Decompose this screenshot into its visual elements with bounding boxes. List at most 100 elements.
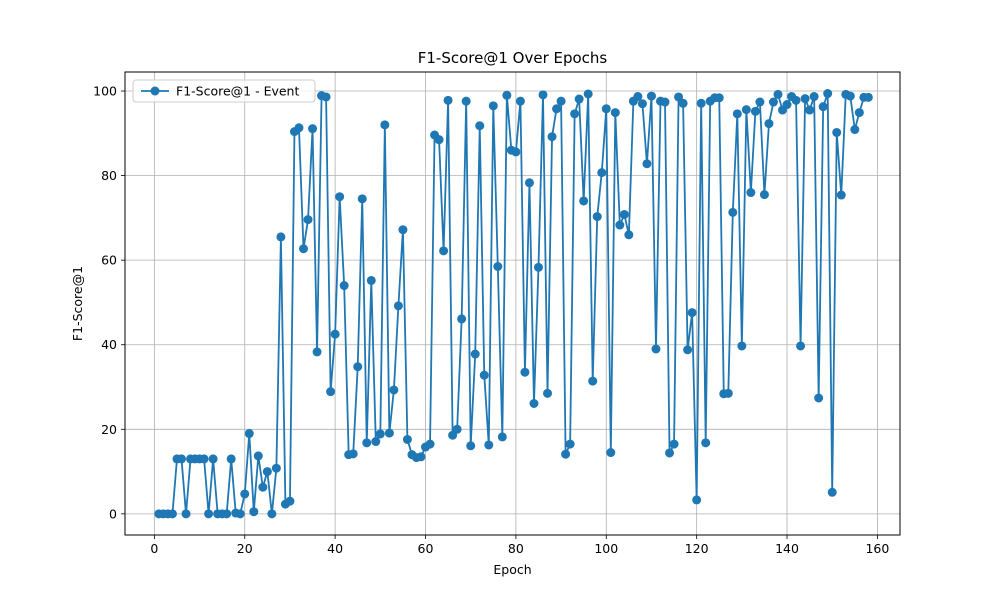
data-point bbox=[723, 388, 733, 398]
data-point bbox=[303, 215, 313, 225]
x-tick-label: 60 bbox=[418, 541, 434, 556]
data-point bbox=[425, 439, 435, 449]
data-point bbox=[524, 178, 534, 188]
data-point bbox=[276, 232, 286, 242]
data-point bbox=[669, 439, 679, 449]
data-point bbox=[592, 212, 602, 222]
data-point bbox=[452, 424, 462, 434]
data-point bbox=[402, 434, 412, 444]
data-point bbox=[271, 463, 281, 473]
data-point bbox=[565, 439, 575, 449]
data-point bbox=[461, 96, 471, 106]
y-axis: 0 20 40 60 80 100 bbox=[93, 84, 125, 521]
data-point bbox=[262, 467, 272, 477]
data-point bbox=[208, 454, 218, 464]
data-point bbox=[773, 89, 783, 99]
data-point bbox=[443, 95, 453, 105]
data-point bbox=[619, 209, 629, 219]
data-point bbox=[732, 109, 742, 119]
data-point bbox=[737, 341, 747, 351]
data-point bbox=[601, 104, 611, 114]
data-point bbox=[439, 246, 449, 256]
data-point bbox=[199, 454, 209, 464]
data-point bbox=[543, 388, 553, 398]
data-point bbox=[552, 104, 562, 114]
data-point bbox=[497, 432, 507, 442]
data-point bbox=[371, 437, 381, 447]
data-point bbox=[299, 244, 308, 254]
data-point bbox=[348, 449, 358, 459]
data-point bbox=[235, 509, 245, 519]
data-point bbox=[240, 489, 250, 499]
data-point bbox=[326, 387, 336, 397]
data-point bbox=[515, 96, 525, 106]
plot-frame bbox=[124, 71, 901, 536]
data-point bbox=[597, 168, 607, 178]
x-tick-label: 120 bbox=[685, 541, 709, 556]
x-tick-label: 160 bbox=[865, 541, 889, 556]
legend-entry-label: F1-Score@1 - Event bbox=[176, 84, 299, 99]
data-point bbox=[285, 496, 295, 506]
data-point bbox=[330, 329, 340, 339]
data-point bbox=[366, 275, 376, 285]
data-point bbox=[683, 345, 693, 355]
data-point bbox=[678, 98, 688, 108]
data-point bbox=[547, 132, 557, 142]
y-tick-label: 40 bbox=[101, 337, 117, 352]
data-point bbox=[556, 96, 566, 106]
data-point bbox=[579, 196, 589, 206]
data-point bbox=[475, 121, 485, 131]
data-point bbox=[832, 127, 842, 137]
data-point bbox=[466, 441, 476, 451]
data-point bbox=[416, 452, 426, 462]
data-point bbox=[845, 91, 855, 101]
data-point bbox=[457, 314, 467, 324]
data-point bbox=[827, 487, 837, 497]
legend-marker-swatch bbox=[150, 86, 160, 96]
data-point bbox=[204, 509, 214, 519]
y-tick-label: 20 bbox=[101, 422, 117, 437]
data-point bbox=[294, 123, 304, 133]
data-point bbox=[714, 93, 724, 103]
data-point bbox=[809, 92, 819, 102]
data-point bbox=[651, 344, 661, 354]
data-point bbox=[633, 92, 643, 102]
data-point bbox=[574, 94, 584, 104]
data-point bbox=[167, 509, 177, 519]
data-point bbox=[434, 135, 444, 145]
data-point bbox=[398, 225, 408, 235]
data-point bbox=[642, 159, 652, 169]
data-point bbox=[768, 97, 778, 107]
y-tick-label: 0 bbox=[109, 506, 117, 521]
data-point bbox=[384, 428, 394, 438]
data-point bbox=[253, 451, 263, 461]
data-point bbox=[308, 124, 318, 134]
data-point bbox=[818, 102, 828, 112]
data-point bbox=[746, 188, 756, 198]
data-point bbox=[588, 376, 598, 386]
data-point bbox=[362, 438, 372, 448]
data-point bbox=[854, 108, 864, 118]
data-point bbox=[805, 105, 815, 115]
data-point bbox=[674, 92, 684, 102]
data-point bbox=[836, 190, 846, 200]
data-point bbox=[687, 308, 697, 318]
data-point bbox=[759, 190, 769, 200]
x-axis-label: Epoch bbox=[493, 562, 531, 577]
data-point bbox=[389, 385, 399, 395]
data-point bbox=[863, 92, 873, 102]
data-point bbox=[764, 119, 774, 129]
series-line bbox=[158, 92, 869, 515]
x-tick-label: 20 bbox=[237, 541, 253, 556]
data-point bbox=[484, 440, 494, 450]
data-point bbox=[375, 429, 385, 439]
data-point bbox=[249, 507, 259, 517]
data-point bbox=[538, 90, 548, 100]
data-point bbox=[850, 125, 860, 135]
data-point bbox=[570, 109, 580, 119]
legend-box bbox=[132, 79, 316, 103]
data-point bbox=[728, 207, 738, 217]
data-point bbox=[692, 495, 702, 505]
data-point bbox=[176, 454, 186, 464]
